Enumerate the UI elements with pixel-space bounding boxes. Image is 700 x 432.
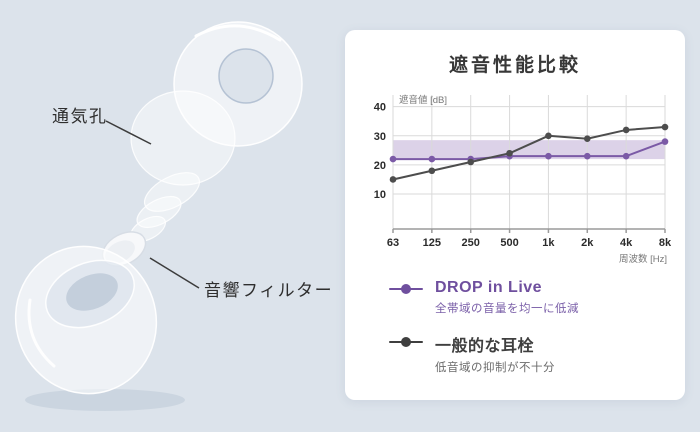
series-line-1 — [392, 126, 666, 181]
earplug-illustration: 通気孔 音響フィルター — [0, 0, 345, 432]
x-tick-label: 8k — [659, 237, 672, 249]
legend-desc-drop-in-live: 全帯域の音量を均一に低減 — [435, 303, 579, 315]
chart-legend: DROP in Live 全帯域の音量を均一に低減 一般的な耳栓 低音域の抑制が… — [389, 279, 685, 375]
y-tick-label: 10 — [374, 189, 386, 201]
loop-vent-hole — [218, 48, 274, 104]
legend-marker-gray — [389, 336, 423, 348]
y-tick-label: 30 — [374, 131, 386, 143]
vent-label: 通気孔 — [52, 107, 108, 126]
data-point — [583, 152, 591, 160]
x-tick-label: 63 — [387, 237, 399, 249]
loop-highlight — [194, 24, 282, 42]
legend-item-generic-earplug: 一般的な耳栓 低音域の抑制が不十分 — [389, 332, 685, 375]
x-tick-label: 250 — [462, 237, 480, 249]
insulation-chart: 10 20 30 40 63 125 250 500 1k 2k 4k 8k 遮音値 [dB] 周波数 [… — [374, 94, 672, 265]
target-band — [393, 140, 665, 160]
data-point — [428, 155, 436, 163]
data-point — [661, 123, 669, 131]
legend-name-drop-in-live: DROP in Live — [435, 279, 543, 296]
data-point — [545, 132, 552, 140]
y-tick-label: 20 — [374, 160, 386, 172]
ground-shadow — [25, 389, 185, 411]
earplug-graphic — [14, 21, 303, 411]
ear-tip — [14, 245, 158, 395]
data-point — [622, 152, 630, 160]
legend-texts: DROP in Live 全帯域の音量を均一に低減 — [435, 279, 579, 316]
data-point — [583, 135, 591, 142]
legend-dot-icon — [401, 337, 411, 347]
data-point — [389, 176, 397, 183]
x-tick-label: 4k — [620, 237, 633, 249]
vent-pointer-line — [105, 120, 152, 145]
comparison-card: 遮音性能比較 10 20 30 40 63 125 250 500 1k 2k 4k 8k 遮音値 [d… — [345, 30, 685, 400]
legend-dot-icon — [401, 284, 411, 294]
series-line-0 — [393, 140, 666, 161]
data-point — [545, 152, 552, 160]
x-tick-label: 500 — [500, 237, 518, 249]
x-tick-label: 2k — [581, 237, 594, 249]
data-point — [622, 126, 630, 134]
legend-item-drop-in-live: DROP in Live 全帯域の音量を均一に低減 — [389, 279, 685, 316]
ear-loop — [130, 21, 303, 186]
filter-label: 音響フィルター — [204, 281, 334, 300]
legend-marker-purple — [389, 283, 423, 295]
legend-texts: 一般的な耳栓 低音域の抑制が不十分 — [435, 332, 555, 375]
data-point — [467, 158, 475, 166]
y-tick-label: 40 — [374, 102, 386, 114]
x-tick-label: 1k — [542, 237, 555, 249]
ear-tip-opening — [66, 273, 118, 311]
data-point — [389, 155, 397, 163]
data-point — [506, 149, 513, 157]
label-pointers — [105, 120, 200, 289]
legend-name-generic-earplug: 一般的な耳栓 — [435, 338, 535, 355]
x-tick-label: 125 — [423, 237, 441, 249]
legend-desc-generic-earplug: 低音域の抑制が不十分 — [435, 362, 555, 374]
filter-pointer-line — [149, 257, 200, 289]
tip-highlight — [27, 298, 56, 368]
y-axis-label: 遮音値 [dB] — [399, 94, 447, 106]
x-axis-label: 周波数 [Hz] — [619, 253, 667, 265]
data-point — [428, 167, 436, 175]
data-point — [661, 138, 669, 145]
chart-title: 遮音性能比較 — [448, 55, 581, 76]
